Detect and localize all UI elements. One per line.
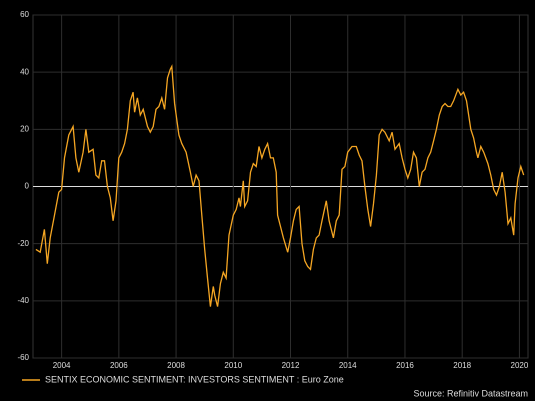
x-tick-label: 2004 bbox=[53, 361, 71, 370]
x-tick-label: 2014 bbox=[339, 361, 357, 370]
source: Source: Refinitiv Datastream bbox=[413, 388, 528, 398]
legend-text: SENTIX ECONOMIC SENTIMENT: INVESTORS SEN… bbox=[45, 374, 344, 384]
y-tick-label: 40 bbox=[20, 67, 29, 76]
y-tick-label: 0 bbox=[25, 182, 30, 191]
y-tick-label: -20 bbox=[17, 239, 29, 248]
y-tick-label: -40 bbox=[17, 296, 29, 305]
y-tick-label: -60 bbox=[17, 353, 29, 362]
x-tick-label: 2020 bbox=[511, 361, 529, 370]
y-tick-label: 20 bbox=[20, 124, 29, 133]
x-tick-label: 2016 bbox=[396, 361, 414, 370]
x-tick-label: 2006 bbox=[110, 361, 128, 370]
x-tick-label: 2008 bbox=[167, 361, 185, 370]
x-tick-label: 2010 bbox=[224, 361, 242, 370]
series-line bbox=[35, 64, 525, 307]
x-tick-label: 2012 bbox=[282, 361, 300, 370]
y-tick-label: 60 bbox=[20, 10, 29, 19]
x-tick-label: 2018 bbox=[453, 361, 471, 370]
